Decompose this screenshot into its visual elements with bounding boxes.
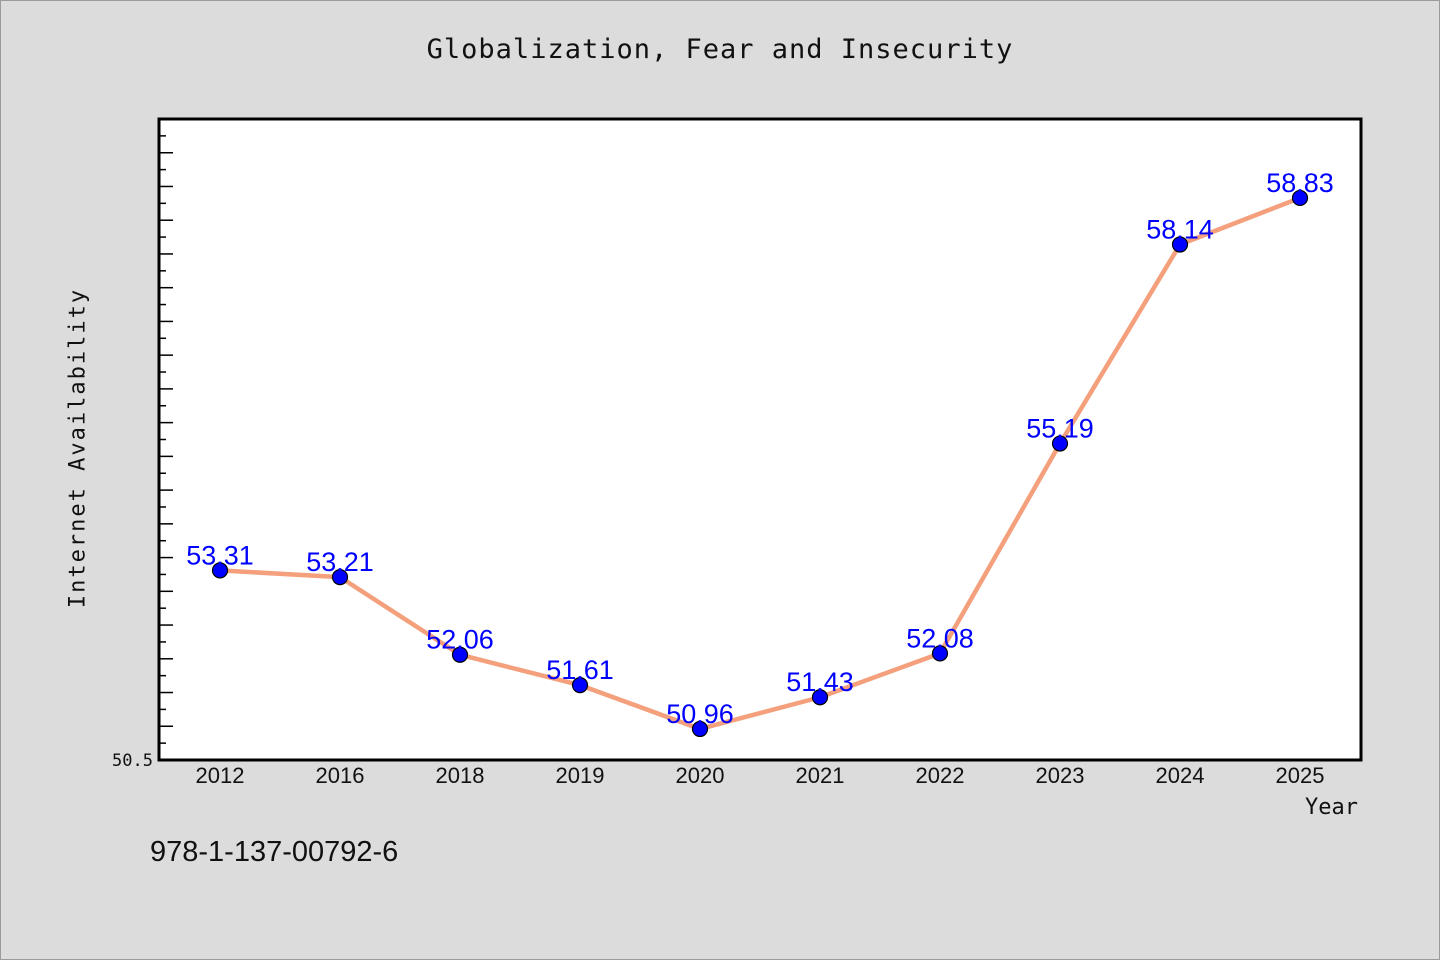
data-label: 50.96 (666, 699, 734, 729)
data-label: 53.31 (186, 540, 254, 570)
x-tick-label: 2012 (196, 763, 245, 788)
y-tick-label: 50.5 (112, 751, 153, 771)
markers (211, 189, 1309, 738)
data-point (1051, 435, 1069, 452)
data-point (691, 720, 709, 738)
data-label: 58.83 (1266, 168, 1334, 198)
x-tick-label: 2019 (556, 763, 605, 788)
y-ticks (159, 118, 173, 761)
chart-title: Globalization, Fear and Insecurity (426, 34, 1014, 65)
data-point (331, 569, 349, 586)
data-point (571, 677, 589, 694)
y-tick-labels: 50.5 (112, 751, 153, 771)
data-label: 58.14 (1146, 215, 1214, 245)
data-labels: 53.31 53.21 52.06 51.61 50.96 51.43 52.08 55.19… (186, 168, 1334, 729)
data-point (1291, 189, 1309, 207)
data-point (811, 689, 829, 706)
isbn-label: 978-1-137-00792-6 (150, 836, 399, 868)
x-tick-label: 2021 (796, 763, 845, 788)
x-axis-label: Year (1305, 795, 1358, 820)
data-point (451, 646, 469, 663)
x-tick-label: 2018 (436, 763, 485, 788)
data-label: 51.61 (546, 655, 614, 685)
x-tick-label: 2016 (316, 763, 365, 788)
x-tick-labels: 2012 2016 2018 2019 2020 2021 2022 2023 2024 2025 (196, 763, 1325, 788)
x-tick-label: 2023 (1036, 763, 1085, 788)
data-point (1171, 236, 1189, 253)
data-point (931, 645, 949, 662)
x-tick-label: 2024 (1156, 763, 1205, 788)
data-label: 53.21 (306, 547, 374, 577)
data-label: 51.43 (786, 667, 854, 697)
series-line (217, 195, 1303, 732)
x-tick-label: 2020 (676, 763, 725, 788)
data-label: 55.19 (1026, 414, 1094, 444)
x-tick-label: 2025 (1276, 763, 1325, 788)
data-label: 52.08 (906, 623, 974, 653)
series-line-group (217, 195, 1303, 732)
data-point (211, 562, 229, 579)
x-tick-label: 2022 (916, 763, 965, 788)
data-label: 52.06 (426, 625, 494, 655)
plot-area (157, 117, 1363, 762)
